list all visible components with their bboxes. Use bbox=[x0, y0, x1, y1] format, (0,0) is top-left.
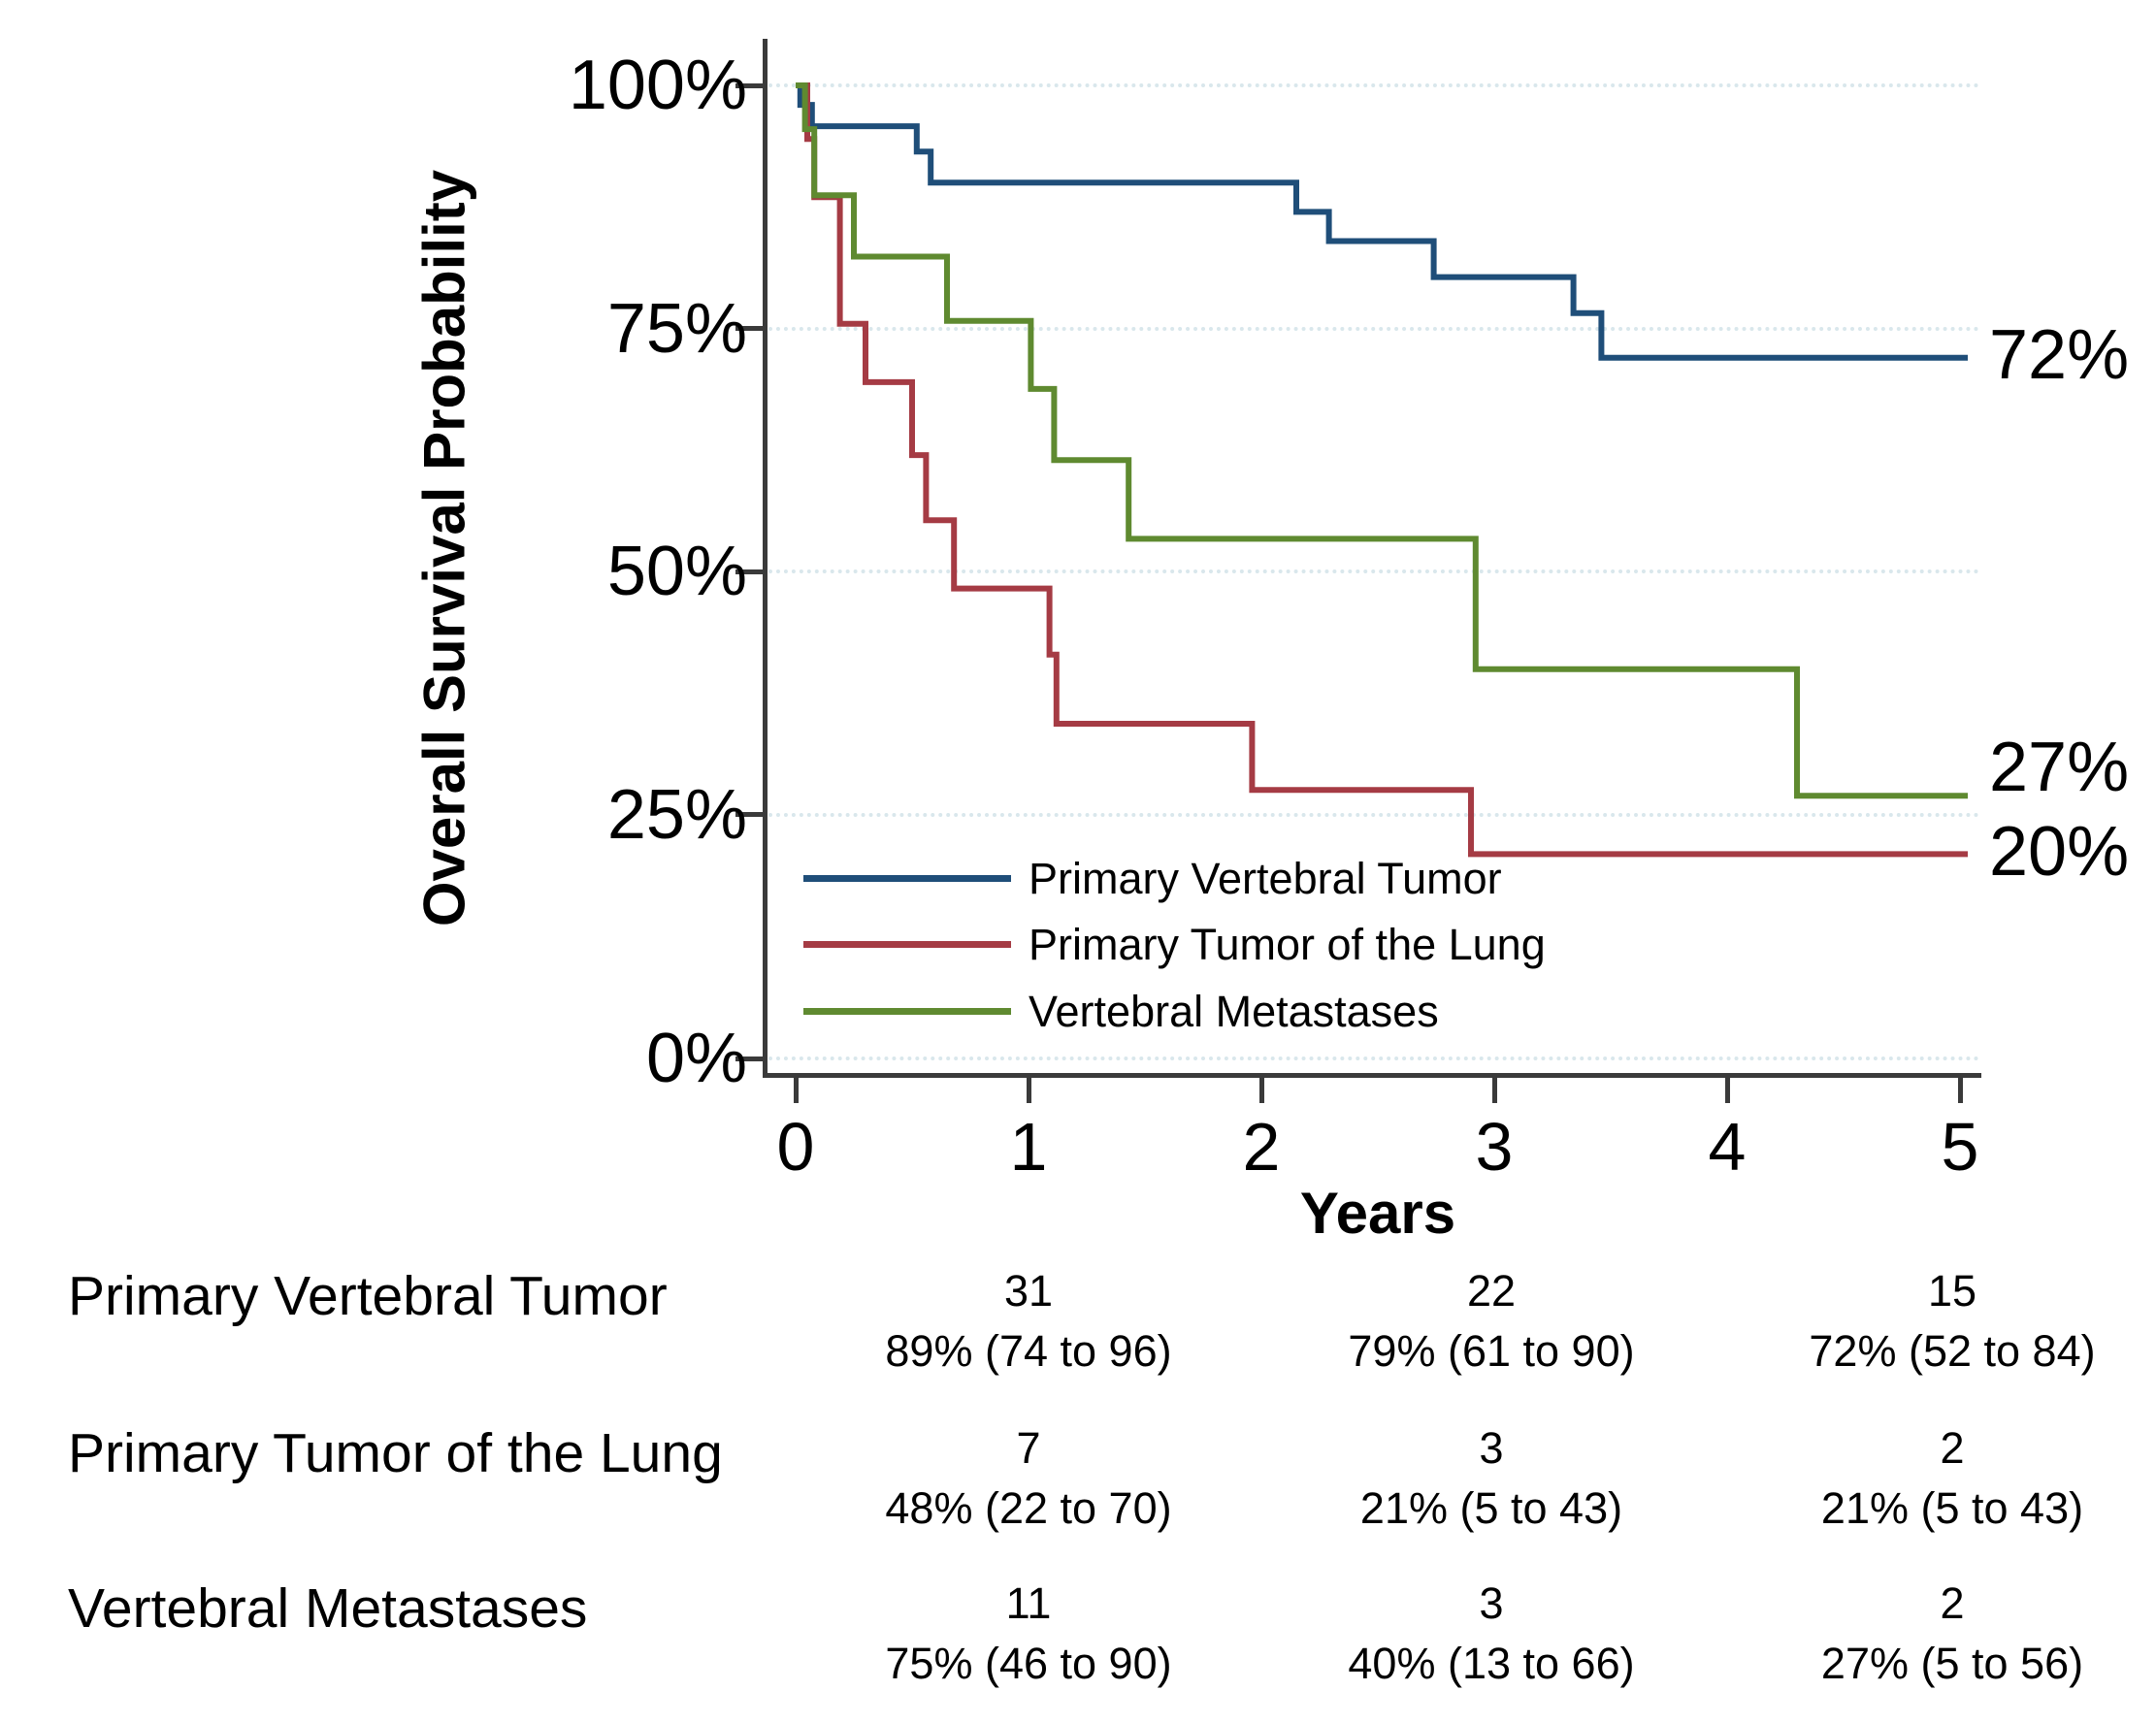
legend-label: Primary Tumor of the Lung bbox=[1029, 919, 1546, 969]
x-tick-1 bbox=[1027, 1078, 1031, 1103]
risk-estimate-cell: 75% (46 to 90) bbox=[885, 1639, 1172, 1688]
legend-line-sample-red bbox=[803, 940, 1011, 948]
y-tick-label-50: 50% bbox=[606, 533, 747, 610]
end-label-green-27pct: 27% bbox=[1989, 729, 2130, 807]
legend-line-sample-blue bbox=[803, 874, 1011, 882]
legend-item-vertebral-metastases: Vertebral Metastases bbox=[803, 988, 1439, 1034]
x-tick-label-4: 4 bbox=[1708, 1109, 1747, 1185]
risk-at-risk-cell: 3 bbox=[1479, 1578, 1504, 1628]
x-tick-label-1: 1 bbox=[1009, 1109, 1048, 1185]
survival-curve-primary-tumor-of-the-lung bbox=[796, 82, 1968, 858]
risk-row-label: Primary Vertebral Tumor bbox=[68, 1265, 668, 1327]
risk-at-risk-cell: 31 bbox=[1003, 1266, 1054, 1316]
x-tick-label-3: 3 bbox=[1475, 1109, 1514, 1185]
x-tick-label-2: 2 bbox=[1242, 1109, 1281, 1185]
end-label-blue-72pct: 72% bbox=[1989, 315, 2130, 394]
gridline-75pct bbox=[768, 327, 1979, 331]
x-tick-0 bbox=[794, 1078, 799, 1103]
risk-estimate-cell: 40% (13 to 66) bbox=[1348, 1639, 1635, 1688]
risk-at-risk-cell: 2 bbox=[1940, 1578, 1965, 1628]
legend-item-primary-tumor-of-the-lung: Primary Tumor of the Lung bbox=[803, 921, 1546, 967]
x-tick-4 bbox=[1725, 1078, 1730, 1103]
risk-estimate-cell: 21% (5 to 43) bbox=[1820, 1483, 2084, 1533]
y-axis-line bbox=[763, 39, 768, 1077]
risk-estimate-cell: 89% (74 to 96) bbox=[885, 1326, 1172, 1376]
gridline-0pct bbox=[768, 1057, 1979, 1060]
risk-estimate-cell: 72% (52 to 84) bbox=[1809, 1326, 2096, 1376]
gridline-50pct bbox=[768, 569, 1979, 573]
risk-estimate-cell: 48% (22 to 70) bbox=[885, 1483, 1172, 1533]
x-tick-label-5: 5 bbox=[1941, 1109, 1979, 1185]
legend-line-sample-green bbox=[803, 1007, 1011, 1015]
y-tick-label-100: 100% bbox=[568, 47, 747, 124]
x-axis-title: Years bbox=[1299, 1181, 1456, 1246]
y-tick-label-0: 0% bbox=[645, 1020, 747, 1097]
survival-curve-vertebral-metastases bbox=[796, 82, 1968, 799]
x-tick-2 bbox=[1259, 1078, 1264, 1103]
end-label-red-20pct: 20% bbox=[1989, 813, 2130, 892]
y-tick-100 bbox=[735, 83, 765, 88]
legend-item-primary-vertebral-tumor: Primary Vertebral Tumor bbox=[803, 855, 1502, 901]
risk-at-risk-cell: 11 bbox=[1005, 1578, 1052, 1628]
risk-row-label: Vertebral Metastases bbox=[68, 1577, 588, 1640]
risk-at-risk-cell: 7 bbox=[1016, 1423, 1041, 1473]
risk-at-risk-cell: 3 bbox=[1479, 1423, 1504, 1473]
y-tick-75 bbox=[735, 326, 765, 331]
y-tick-0 bbox=[735, 1057, 765, 1061]
risk-estimate-cell: 21% (5 to 43) bbox=[1359, 1483, 1623, 1533]
legend-label: Vertebral Metastases bbox=[1029, 986, 1439, 1036]
risk-at-risk-cell: 15 bbox=[1927, 1266, 1977, 1316]
y-tick-label-25: 25% bbox=[606, 776, 747, 854]
legend-label: Primary Vertebral Tumor bbox=[1029, 853, 1502, 903]
y-tick-50 bbox=[735, 569, 765, 574]
x-tick-label-0: 0 bbox=[776, 1109, 815, 1185]
gridline-25pct bbox=[768, 813, 1979, 817]
risk-at-risk-cell: 2 bbox=[1940, 1423, 1965, 1473]
risk-row-label: Primary Tumor of the Lung bbox=[68, 1422, 723, 1484]
survival-curve-primary-vertebral-tumor bbox=[796, 82, 1968, 361]
x-axis-line bbox=[763, 1073, 1981, 1078]
gridline-100pct bbox=[768, 83, 1979, 87]
risk-estimate-cell: 79% (61 to 90) bbox=[1348, 1326, 1635, 1376]
y-tick-label-75: 75% bbox=[606, 290, 747, 368]
x-tick-3 bbox=[1492, 1078, 1497, 1103]
risk-at-risk-cell: 22 bbox=[1466, 1266, 1517, 1316]
x-tick-5 bbox=[1958, 1078, 1963, 1103]
risk-estimate-cell: 27% (5 to 56) bbox=[1820, 1639, 2084, 1688]
y-tick-25 bbox=[735, 812, 765, 817]
